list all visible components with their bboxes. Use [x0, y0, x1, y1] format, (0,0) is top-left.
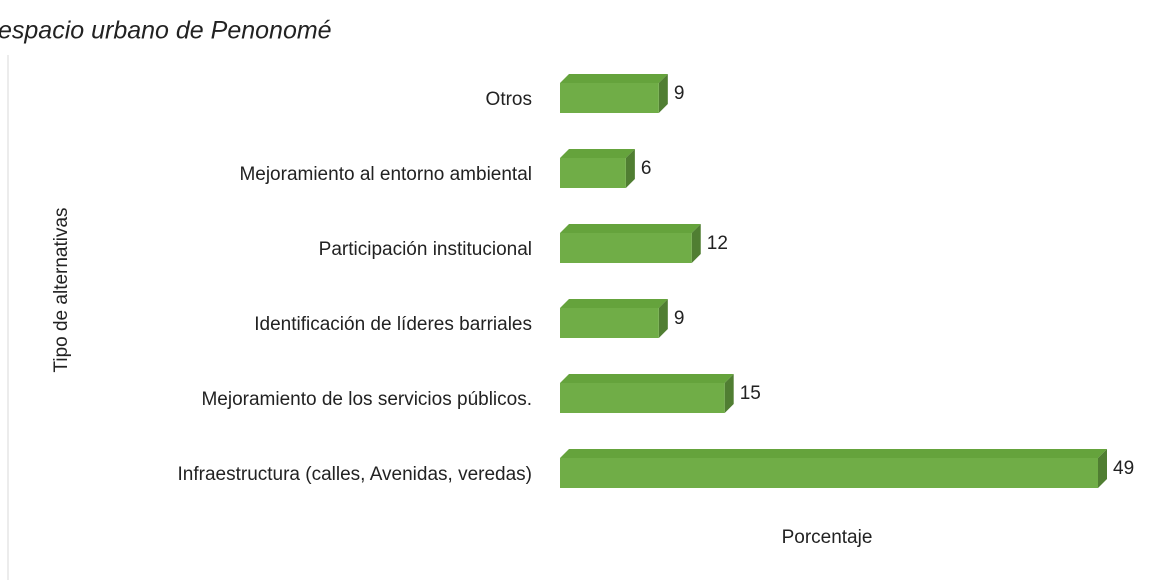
- x-axis-label: Porcentaje: [782, 527, 873, 548]
- bar-top: [560, 224, 701, 233]
- bar: [560, 308, 659, 338]
- value-label: 12: [707, 233, 728, 254]
- y-axis-label: Tipo de alternativas: [51, 207, 72, 372]
- value-label: 49: [1113, 458, 1134, 479]
- category-label: Mejoramiento de los servicios públicos.: [201, 389, 532, 410]
- bar: [560, 383, 725, 413]
- category-label: Mejoramiento al entorno ambiental: [239, 164, 532, 185]
- chart-title: espacio urbano de Penonomé: [0, 17, 332, 45]
- value-label: 9: [674, 308, 685, 329]
- bar-side: [658, 74, 668, 113]
- value-label: 15: [740, 383, 761, 404]
- bar: [560, 458, 1098, 488]
- bar-side: [724, 374, 734, 413]
- bar: [560, 158, 626, 188]
- category-label: Infraestructura (calles, Avenidas, vered…: [178, 464, 533, 485]
- value-label: 6: [641, 158, 652, 179]
- bar-side: [691, 224, 701, 263]
- value-label: 9: [674, 83, 685, 104]
- bar-side: [658, 299, 668, 338]
- category-label: Otros: [486, 89, 532, 110]
- bar-top: [560, 149, 635, 158]
- category-label: Identificación de líderes barriales: [254, 314, 532, 335]
- bar-top: [560, 374, 734, 383]
- bar: [560, 233, 692, 263]
- bar-top: [560, 74, 668, 83]
- bar-side: [1098, 449, 1107, 488]
- bar: [560, 83, 659, 113]
- bar-top: [560, 299, 668, 308]
- category-label: Participación institucional: [319, 239, 532, 260]
- bar-side: [625, 149, 635, 188]
- bar-top: [560, 449, 1107, 458]
